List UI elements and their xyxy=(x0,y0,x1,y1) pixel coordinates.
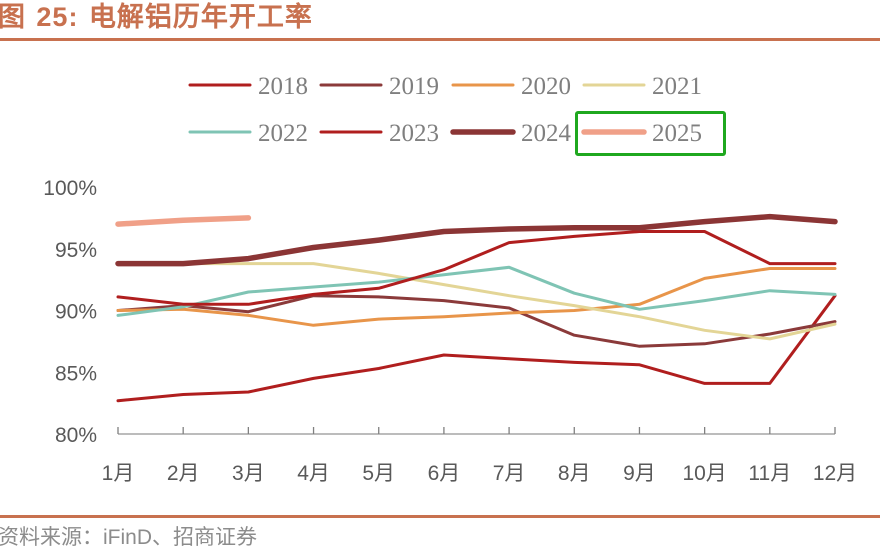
legend-label: 2023 xyxy=(389,120,439,147)
source-provider: iFinD xyxy=(103,526,153,549)
series-line-2025 xyxy=(115,215,252,227)
x-tick-label: 3月 xyxy=(232,462,265,485)
x-tick-label: 4月 xyxy=(297,462,330,485)
y-tick-label: 90% xyxy=(55,301,97,324)
y-tick-label: 95% xyxy=(55,239,97,262)
plot-area xyxy=(115,213,838,403)
x-tick-label: 1月 xyxy=(102,462,135,485)
legend-label: 2021 xyxy=(652,73,702,100)
figure-title-text: 电解铝历年开工率 xyxy=(78,2,313,33)
legend-label: 2020 xyxy=(521,73,571,100)
source-suffix: 、招商证券 xyxy=(152,525,258,549)
legend-label: 2025 xyxy=(652,120,702,147)
series-line-2022 xyxy=(116,265,837,317)
legend-item-2021: 2021 xyxy=(582,73,702,100)
legend-item-2022: 2022 xyxy=(188,120,308,147)
legend-item-2020: 2020 xyxy=(451,73,571,100)
x-tick-label: 5月 xyxy=(362,462,395,485)
series-line-2024 xyxy=(115,213,838,267)
x-tick-label: 7月 xyxy=(493,462,526,485)
y-axis: 80% 85% 90% 95% 100% xyxy=(43,177,97,447)
y-tick-label: 100% xyxy=(43,177,97,200)
series-line-2018 xyxy=(116,294,837,403)
x-tick-label: 6月 xyxy=(428,462,461,485)
x-tick-label: 2月 xyxy=(167,462,200,485)
x-tick-label: 8月 xyxy=(558,462,591,485)
x-axis: 1月 2月 3月 4月 5月 6月 7月 8月 9月 10月 11月 12月 xyxy=(102,427,857,485)
legend-item-2018: 2018 xyxy=(188,73,308,100)
x-tick-label: 11月 xyxy=(748,462,791,485)
series-line-2021 xyxy=(116,262,837,341)
y-tick-label: 80% xyxy=(55,424,97,447)
x-tick-label: 12月 xyxy=(813,462,857,485)
figure-title: 图 25: 电解铝历年开工率 xyxy=(0,0,313,34)
series-line-2020 xyxy=(116,267,837,327)
legend-label: 2024 xyxy=(521,120,572,147)
title-divider xyxy=(0,38,880,41)
series-line-2023 xyxy=(116,230,837,306)
legend-item-2025: 2025 xyxy=(581,120,702,147)
legend-label: 2022 xyxy=(258,120,308,147)
legend-highlight-box-2025 xyxy=(575,111,726,156)
figure-number: 25: xyxy=(36,2,79,32)
legend: 2018 2019 2020 2021 2022 2023 2024 2025 xyxy=(188,73,702,147)
legend-label: 2019 xyxy=(389,73,439,100)
legend-item-2019: 2019 xyxy=(319,73,439,100)
series-line-2019 xyxy=(116,294,837,348)
x-tick-label: 10月 xyxy=(682,462,726,485)
source-divider xyxy=(0,515,880,518)
source-note: 资料来源：iFinD、招商证券 xyxy=(0,521,257,551)
y-tick-label: 85% xyxy=(55,362,97,385)
legend-item-2023: 2023 xyxy=(319,120,439,147)
figure-title-prefix: 图 xyxy=(0,2,37,33)
legend-item-2024: 2024 xyxy=(450,120,572,147)
legend-label: 2018 xyxy=(258,73,308,100)
x-tick-label: 9月 xyxy=(623,462,656,485)
source-prefix: 资料来源： xyxy=(0,525,103,549)
